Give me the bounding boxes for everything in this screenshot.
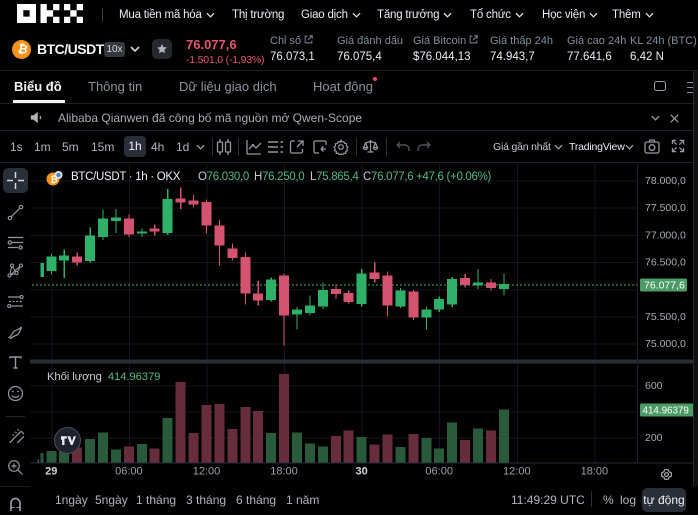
svg-text:77.500,0: 77.500,0 (645, 202, 686, 214)
svg-text:06:00: 06:00 (115, 466, 143, 478)
svg-text:414.96379: 414.96379 (643, 406, 689, 417)
svg-text:₿: ₿ (50, 174, 57, 184)
svg-text:18:00: 18:00 (270, 466, 298, 478)
svg-text:76.500,0: 76.500,0 (645, 257, 686, 269)
svg-text:78.000,0: 78.000,0 (645, 175, 686, 187)
svg-text:12:00: 12:00 (503, 466, 531, 478)
svg-text:77.000,0: 77.000,0 (645, 229, 686, 241)
svg-text:29: 29 (45, 466, 57, 478)
svg-text:75.000,0: 75.000,0 (645, 338, 686, 350)
svg-text:30: 30 (355, 466, 367, 478)
svg-text:12:00: 12:00 (193, 466, 221, 478)
svg-text:18:00: 18:00 (581, 466, 609, 478)
svg-text:76.077,6: 76.077,6 (644, 280, 685, 292)
svg-text:06:00: 06:00 (425, 466, 453, 478)
svg-text:200: 200 (645, 432, 663, 444)
svg-text:‹: ‹ (37, 456, 40, 466)
svg-text:75.500,0: 75.500,0 (645, 311, 686, 323)
svg-text:600: 600 (645, 380, 663, 392)
